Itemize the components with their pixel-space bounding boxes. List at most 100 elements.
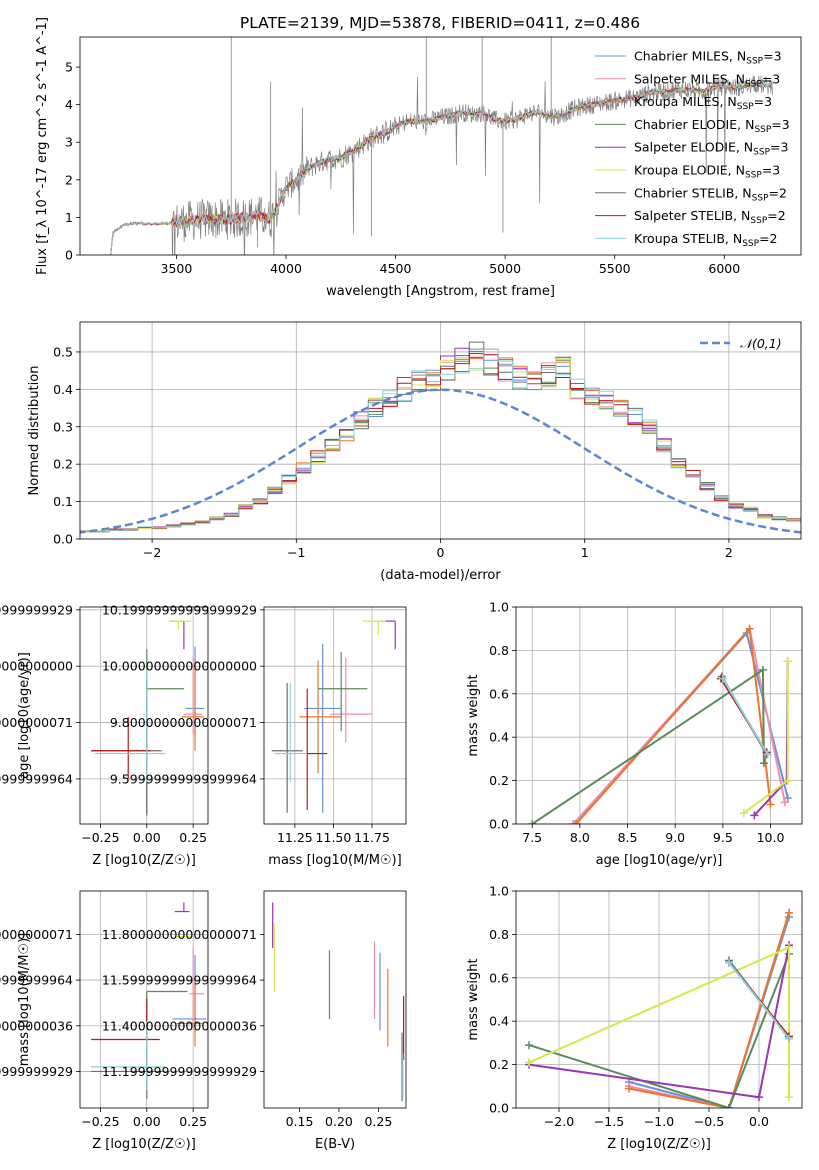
weight-marker	[745, 624, 754, 633]
weight-marker	[780, 798, 789, 807]
x-tick-label: −2.0	[544, 1114, 574, 1129]
y-tick-label: 9.59999999999999964	[110, 771, 257, 786]
legend-nssp: =2	[767, 208, 785, 223]
legend: Chabrier MILES, NSSP=3 Salpeter MILES, NS…	[595, 49, 790, 249]
y-tick-label: 0.5	[53, 344, 73, 359]
errorbar-point-kroupa-miles	[176, 977, 203, 1047]
errorbar-point-kroupa-miles	[182, 660, 205, 751]
y-tick-label: 11.40000000000000036	[102, 1018, 257, 1033]
y-tick-label: 0.4	[489, 730, 509, 745]
legend-entry: Salpeter STELIB, NSSP=2	[634, 208, 786, 226]
y-tick-label: 11.59999999999999964	[102, 973, 257, 988]
legend-subscript: SSP	[753, 148, 770, 158]
weight-marker	[783, 657, 792, 666]
x-tick-label: −0.25	[81, 830, 119, 845]
legend-entry: Kroupa STELIB, NSSP=2	[634, 231, 778, 249]
y-axis-label: Normed distribution	[27, 366, 42, 496]
weight-marker	[625, 1084, 633, 1093]
panel-age-vs-Z: −0.25 0.00 0.25 9.59999999999999964 9.800000…	[0, 602, 209, 868]
weight-marker	[783, 776, 792, 785]
y-tick-label: 11.80000000000000071	[102, 927, 257, 942]
y-tick-label: 5	[65, 60, 73, 75]
x-tick-label: 7.5	[522, 830, 542, 845]
legend-nssp: =3	[770, 140, 788, 155]
weight-marker	[525, 1058, 533, 1067]
x-tick-label: 8.5	[618, 830, 638, 845]
x-tick-label: 0.0	[749, 1114, 769, 1129]
weight-marker	[785, 1093, 793, 1102]
legend-entry: Salpeter MILES, NSSP=3	[634, 71, 780, 89]
errorbar-point-chabrier-elodie	[146, 649, 184, 816]
x-tick-label: 11.50	[316, 830, 352, 845]
axes-frame	[515, 890, 803, 1109]
x-tick-label: 5500	[599, 261, 631, 276]
x-axis-label: age [log10(age/yr)]	[596, 853, 723, 868]
panel-spectrum: 3500 4000 4500 5000 5500 6000 0 1 2 3 4 5 wavelength…	[35, 17, 802, 299]
legend-entry: 𝒩(0,1)	[740, 336, 782, 351]
plot-area-mass-vs-ebv	[272, 902, 405, 1102]
x-axis-label: Z [log10(Z/Z☉)]	[607, 1137, 711, 1152]
axes-frame	[79, 321, 802, 540]
legend-nssp: =3	[771, 117, 789, 132]
y-tick-label: 10.19999999999999929	[102, 602, 257, 617]
weight-line-kroupa-miles	[575, 626, 772, 824]
errorbar-point-kroupa-miles	[299, 660, 342, 774]
x-tick-label: 9.0	[665, 830, 685, 845]
x-axis-label: (data-model)/error	[380, 568, 501, 583]
legend-nssp: =3	[763, 49, 781, 64]
axes-frame	[79, 890, 209, 1109]
x-axis-label: Z [log10(Z/Z☉)]	[92, 1137, 196, 1152]
errorbar-point-kroupa-stelib	[94, 669, 166, 782]
weight-line-kroupa-stelib	[722, 678, 769, 756]
weight-marker	[763, 750, 772, 759]
spectrum-line-kroupa-stelib	[110, 81, 773, 255]
x-tick-label: 4500	[380, 261, 412, 276]
legend-entry: Kroupa MILES, NSSP=3	[634, 94, 772, 112]
histogram-kroupa-elodie	[80, 357, 801, 533]
weight-marker	[528, 820, 537, 824]
weight-marker	[750, 811, 759, 820]
weight-marker	[759, 759, 768, 768]
plot-area-weight-vs-Z	[516, 891, 802, 1108]
panel-weight-vs-Z: −2.0 −1.5 −1.0 −0.5 0.0 0.0 0.2 0.4 0.6 0.8 1.0 Z […	[466, 884, 803, 1152]
x-tick-label: 8.0	[570, 830, 590, 845]
y-tick-label: 1	[65, 210, 73, 225]
errorbar-point-kroupa-stelib	[91, 1021, 166, 1090]
legend-subscript: SSP	[752, 193, 769, 203]
x-tick-label: −0.25	[81, 1114, 119, 1129]
legend-subscript: SSP	[745, 171, 762, 181]
x-tick-label: 9.5	[713, 830, 733, 845]
legend-nssp: =3	[762, 71, 780, 86]
y-tick-label: 11.59999999999999964	[0, 973, 73, 988]
y-tick-label: 4	[65, 97, 73, 112]
weight-marker	[725, 958, 733, 967]
x-tick-label: 0.00	[133, 830, 161, 845]
figure-title: PLATE=2139, MJD=53878, FIBERID=0411, z=0…	[240, 14, 640, 32]
plot-area-residuals	[80, 322, 801, 539]
histogram-kroupa-stelib	[80, 348, 801, 533]
y-tick-label: 0.2	[489, 773, 509, 788]
axes-frame	[79, 606, 209, 825]
y-tick-label: 0.3	[53, 419, 73, 434]
axes-frame	[263, 890, 407, 1109]
weight-marker	[572, 820, 581, 824]
y-tick-label: 9.80000000000000071	[110, 715, 257, 730]
errorbar-point-kroupa-elodie	[169, 620, 192, 630]
errorbar-point-chabrier-miles	[304, 643, 342, 813]
plot-area-mass-vs-Z	[80, 891, 208, 1108]
weight-marker	[569, 820, 578, 824]
x-tick-label: 4000	[270, 261, 302, 276]
x-axis-label: mass [log10(M/M☉)]	[268, 853, 401, 868]
weight-marker	[785, 1034, 793, 1043]
panel-residuals: −2 −1 0 1 2 0.0 0.1 0.2 0.3 0.4 0.5 𝒩(0,1) (data-mod…	[27, 321, 802, 583]
y-tick-label: 10.00000000000000000	[102, 659, 257, 674]
legend-subscript: SSP	[754, 125, 771, 135]
weight-marker	[525, 1041, 533, 1050]
histogram-salpeter-miles	[80, 354, 801, 533]
axes-frame	[263, 606, 407, 825]
y-tick-label: 1.0	[489, 600, 509, 615]
x-tick-label: 1	[581, 545, 589, 560]
x-tick-label: 6000	[708, 261, 740, 276]
y-tick-label: 0.0	[53, 532, 73, 547]
y-tick-label: 11.19999999999999929	[102, 1064, 257, 1079]
